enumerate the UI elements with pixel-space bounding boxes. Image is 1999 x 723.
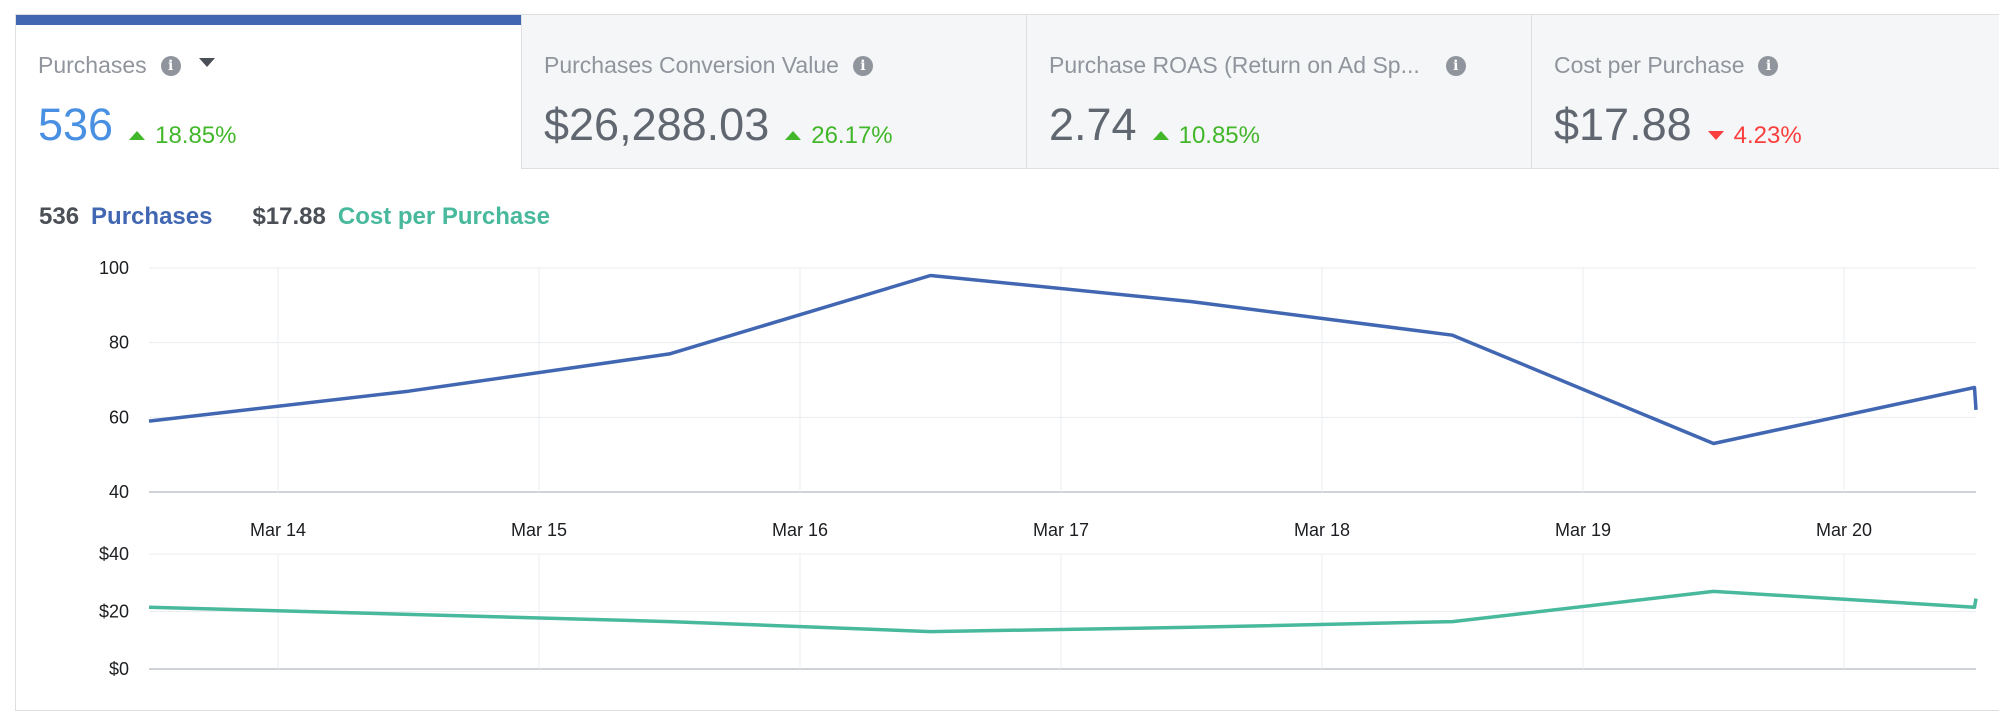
y-tick-label: 100 [99, 258, 129, 278]
y-tick-label: 40 [109, 482, 129, 502]
metric-tabs: Purchases i 536 18.85% Purchases Convers… [16, 15, 1999, 169]
arrow-up-icon [129, 131, 146, 140]
delta-value: 18.85% [155, 121, 237, 149]
x-tick-label: Mar 18 [1294, 520, 1350, 540]
legend-primary-value: 536 [39, 203, 80, 230]
x-tick-label: Mar 19 [1555, 520, 1611, 540]
arrow-up-icon [785, 131, 802, 140]
insights-card: Purchases i 536 18.85% Purchases Convers… [15, 14, 1999, 711]
delta-badge: 26.17% [785, 121, 893, 150]
chart-legend: 536 Purchases $17.88 Cost per Purchase [39, 203, 550, 231]
series-line [148, 589, 1978, 634]
metric-value: $26,288.03 [544, 99, 770, 150]
delta-badge: 4.23% [1707, 121, 1802, 150]
y-tick-label: 80 [109, 333, 129, 353]
legend-secondary-name: Cost per Purchase [337, 203, 550, 230]
tab-label: Purchases [38, 52, 147, 78]
x-tick-label: Mar 16 [772, 520, 828, 540]
series-line [148, 273, 1978, 446]
legend-primary-name: Purchases [91, 203, 213, 230]
y-tick-label: $0 [109, 659, 129, 679]
metric-value: 2.74 [1049, 99, 1137, 150]
x-tick-label: Mar 15 [511, 520, 567, 540]
info-icon[interactable]: i [160, 55, 181, 76]
legend-secondary-value: $17.88 [252, 203, 326, 230]
delta-value: 26.17% [811, 121, 893, 149]
tab-purchases[interactable]: Purchases i 536 18.85% [16, 15, 521, 169]
info-icon[interactable]: i [852, 55, 873, 76]
tab-label: Purchase ROAS (Return on Ad Sp... [1049, 52, 1420, 78]
tab-label: Cost per Purchase [1554, 52, 1745, 78]
delta-value: 10.85% [1178, 121, 1260, 149]
y-tick-label: $40 [99, 544, 129, 564]
arrow-up-icon [1152, 131, 1169, 140]
info-icon[interactable]: i [1758, 55, 1779, 76]
metric-value: 536 [38, 99, 114, 150]
tab-roas[interactable]: Purchase ROAS (Return on Ad Sp... i 2.74… [1026, 15, 1531, 169]
arrow-down-icon [1707, 131, 1724, 140]
delta-value: 4.23% [1733, 121, 1802, 149]
line-charts: 40 60 80 100 Mar 14 Mar 15 Mar 16 Mar 17 Mar 18 M… [99, 258, 1978, 679]
x-tick-label: Mar 17 [1033, 520, 1089, 540]
tab-cost-per-purchase[interactable]: Cost per Purchase i $17.88 4.23% [1531, 15, 1999, 169]
chevron-down-icon[interactable] [198, 58, 215, 67]
tab-conversion-value[interactable]: Purchases Conversion Value i $26,288.03 … [521, 15, 1026, 169]
x-tick-label: Mar 14 [250, 520, 306, 540]
delta-badge: 10.85% [1152, 121, 1260, 150]
active-tab-indicator [16, 15, 521, 25]
y-tick-label: 60 [109, 407, 129, 427]
tab-label: Purchases Conversion Value [544, 52, 839, 78]
x-tick-label: Mar 20 [1816, 520, 1872, 540]
info-icon[interactable]: i [1445, 55, 1466, 76]
metric-value: $17.88 [1554, 99, 1692, 150]
delta-badge: 18.85% [129, 121, 237, 150]
y-tick-label: $20 [99, 602, 129, 622]
